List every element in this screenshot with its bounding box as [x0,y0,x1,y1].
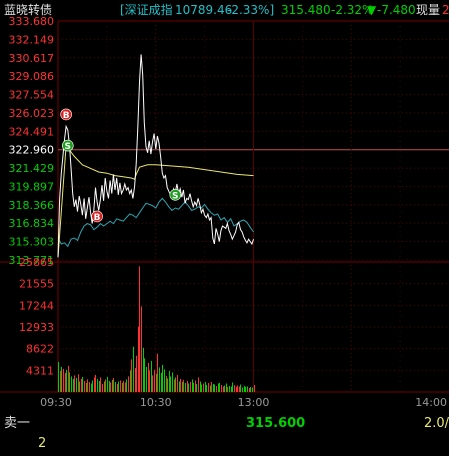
trade-markers: B S B S [60,108,182,223]
marker-circle [61,139,74,152]
buy-marker-icon: B [91,210,103,223]
volume-tick-label: 17244 [19,299,54,312]
price-tick-label: 322.960 [9,144,55,157]
sell-marker-icon: S [169,189,182,201]
price-change-pct: -2.32% [331,3,374,17]
index-value: 10789.46 [175,3,233,17]
time-tick-label: 10:30 [140,396,172,409]
price-tick-label: 330.617 [9,52,55,65]
intraday-chart[interactable]: 333.680 332.149 330.617 329.086 327.554 326.0… [0,0,449,414]
index-change-pct: -2.33%] [227,3,275,17]
sell1-count: 2 [38,436,47,451]
volume-tick-label: 12933 [19,321,54,334]
time-tick-label: 13:00 [238,396,270,409]
average-price-line [57,144,254,258]
price-line [57,54,254,258]
buy-marker-icon: B [60,108,72,121]
price-tick-label: 329.086 [9,70,55,83]
marker-label: B [94,213,101,223]
current-volume-label: 现量 [416,3,441,17]
volume-bars [58,266,255,392]
sell1-volume: 2.0/ [424,416,449,431]
price-change-value: -7.480 [377,3,416,17]
price-tick-label: 327.554 [9,89,55,102]
marker-circle [60,108,72,121]
price-tick-label: 313.771 [9,254,55,267]
index-line [57,197,254,248]
last-price: 315.480 [281,3,331,17]
quote-header: 蓝晓转债 [深证成指 10789.46 -2.33%] 315.480 -2.3… [0,0,449,20]
time-axis-labels: 09:30 10:30 13:00 14:00 [40,396,447,409]
price-tick-label: 324.491 [9,125,55,138]
time-tick-label: 14:00 [415,396,447,409]
price-tick-label: 333.680 [9,15,55,28]
chart-grid [0,20,449,393]
volume-tick-label: 25865 [19,256,54,269]
stock-name[interactable]: 蓝晓转债 [4,3,53,17]
volume-axis-labels: 25865 21555 17244 12933 8622 4311 [19,256,54,377]
marker-circle [91,210,103,223]
price-tick-label: 332.149 [9,33,55,46]
down-arrow-icon: ▼ [367,3,377,17]
price-tick-label: 319.897 [9,180,55,193]
index-name[interactable]: [深证成指 [120,3,173,17]
volume-tick-label: 4311 [26,364,54,377]
price-tick-label: 326.023 [9,107,55,120]
sell-marker-icon: S [61,139,74,152]
sell1-price: 315.600 [246,416,306,431]
marker-circle [169,189,182,201]
marker-label: B [63,111,70,121]
price-tick-label: 316.834 [9,217,55,230]
price-axis-labels: 333.680 332.149 330.617 329.086 327.554 326.0… [9,15,55,267]
volume-tick-label: 8622 [26,343,54,356]
price-tick-label: 321.429 [9,162,55,175]
price-tick-label: 315.303 [9,236,55,249]
order-book: 卖一 315.600 2.0/ 2 [0,414,449,456]
price-tick-label: 318.366 [9,199,55,212]
current-volume-value: 2 [442,3,449,17]
marker-label: S [172,191,178,201]
volume-tick-label: 21555 [19,278,54,291]
time-tick-label: 09:30 [40,396,72,409]
marker-label: S [65,142,71,152]
sell1-label: 卖一 [4,416,31,431]
